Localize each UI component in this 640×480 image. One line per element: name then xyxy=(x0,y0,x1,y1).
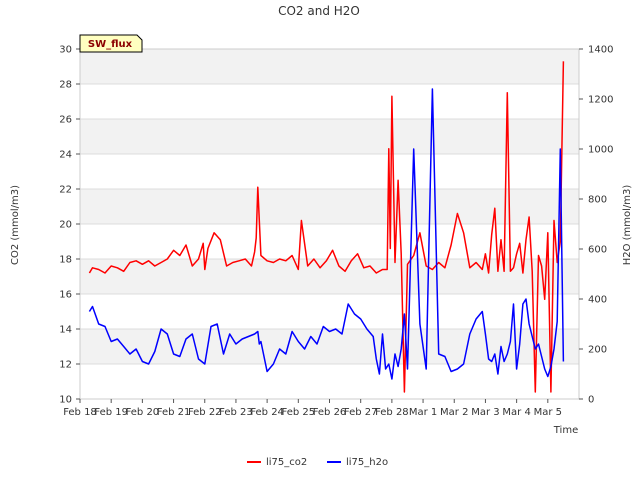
band xyxy=(80,189,579,224)
y-left-tick-label: 16 xyxy=(59,290,72,301)
x-tick-label: Feb 26 xyxy=(313,407,347,418)
y-left-tick-label: 22 xyxy=(59,185,72,196)
badge-box xyxy=(79,34,143,53)
x-axis-title: Time xyxy=(553,425,578,436)
y-right-tick-label: 200 xyxy=(588,345,607,356)
legend-label-co2: li75_co2 xyxy=(266,457,307,468)
y-right-tick-label: 0 xyxy=(588,395,594,406)
x-tick-label: Feb 21 xyxy=(157,407,191,418)
x-tick-label: Mar 1 xyxy=(409,407,437,418)
x-tick-label: Feb 23 xyxy=(219,407,253,418)
x-tick-label: Feb 19 xyxy=(94,407,128,418)
x-tick-label: Mar 2 xyxy=(440,407,468,418)
y-left-tick-label: 28 xyxy=(59,80,72,91)
band xyxy=(80,259,579,294)
y-axis-left-title: CO2 (mmol/m3) xyxy=(10,185,21,265)
x-tick-label: Feb 28 xyxy=(375,407,409,418)
legend-label-h2o: li75_h2o xyxy=(346,457,388,468)
x-tick-label: Mar 5 xyxy=(534,407,562,418)
y-right-tick-label: 1400 xyxy=(588,45,613,56)
chart-title: CO2 and H2O xyxy=(278,4,360,18)
y-left-tick-label: 10 xyxy=(59,395,72,406)
y-left-tick-label: 14 xyxy=(59,325,72,336)
y-right-tick-label: 1200 xyxy=(588,95,613,106)
series-line-li75_co2 xyxy=(88,61,565,393)
y-left-tick-label: 24 xyxy=(59,150,72,161)
x-tick-label: Feb 27 xyxy=(344,407,378,418)
x-tick-label: Mar 3 xyxy=(471,407,499,418)
badge-label: SW_flux xyxy=(88,39,133,50)
y-axis-right: 0 200 400 600 800 1000 1200 1400 xyxy=(579,45,613,406)
series-lines xyxy=(88,61,565,393)
x-tick-label: Feb 22 xyxy=(188,407,222,418)
sw-flux-badge: SW_flux xyxy=(79,34,143,53)
y-axis-left: 10 12 14 16 18 20 22 24 26 28 30 xyxy=(59,45,80,406)
y-right-tick-label: 800 xyxy=(588,195,607,206)
x-tick-label: Feb 20 xyxy=(126,407,160,418)
y-left-tick-label: 30 xyxy=(59,45,72,56)
y-right-tick-label: 600 xyxy=(588,245,607,256)
legend: li75_co2 li75_h2o xyxy=(247,457,388,468)
y-left-tick-label: 20 xyxy=(59,220,72,231)
series-line-li75_h2o xyxy=(88,88,565,380)
x-tick-label: Mar 4 xyxy=(502,407,530,418)
y-right-tick-label: 400 xyxy=(588,295,607,306)
y-right-tick-label: 1000 xyxy=(588,145,613,156)
x-tick-label: Feb 25 xyxy=(282,407,316,418)
y-axis-right-title: H2O (mmol/m3) xyxy=(622,185,633,266)
y-left-tick-label: 26 xyxy=(59,115,72,126)
y-left-tick-label: 12 xyxy=(59,360,72,371)
x-tick-label: Feb 18 xyxy=(63,407,97,418)
background-bands xyxy=(80,49,579,364)
x-tick-label: Feb 24 xyxy=(250,407,284,418)
band xyxy=(80,49,579,84)
y-left-tick-label: 18 xyxy=(59,255,72,266)
band xyxy=(80,119,579,154)
